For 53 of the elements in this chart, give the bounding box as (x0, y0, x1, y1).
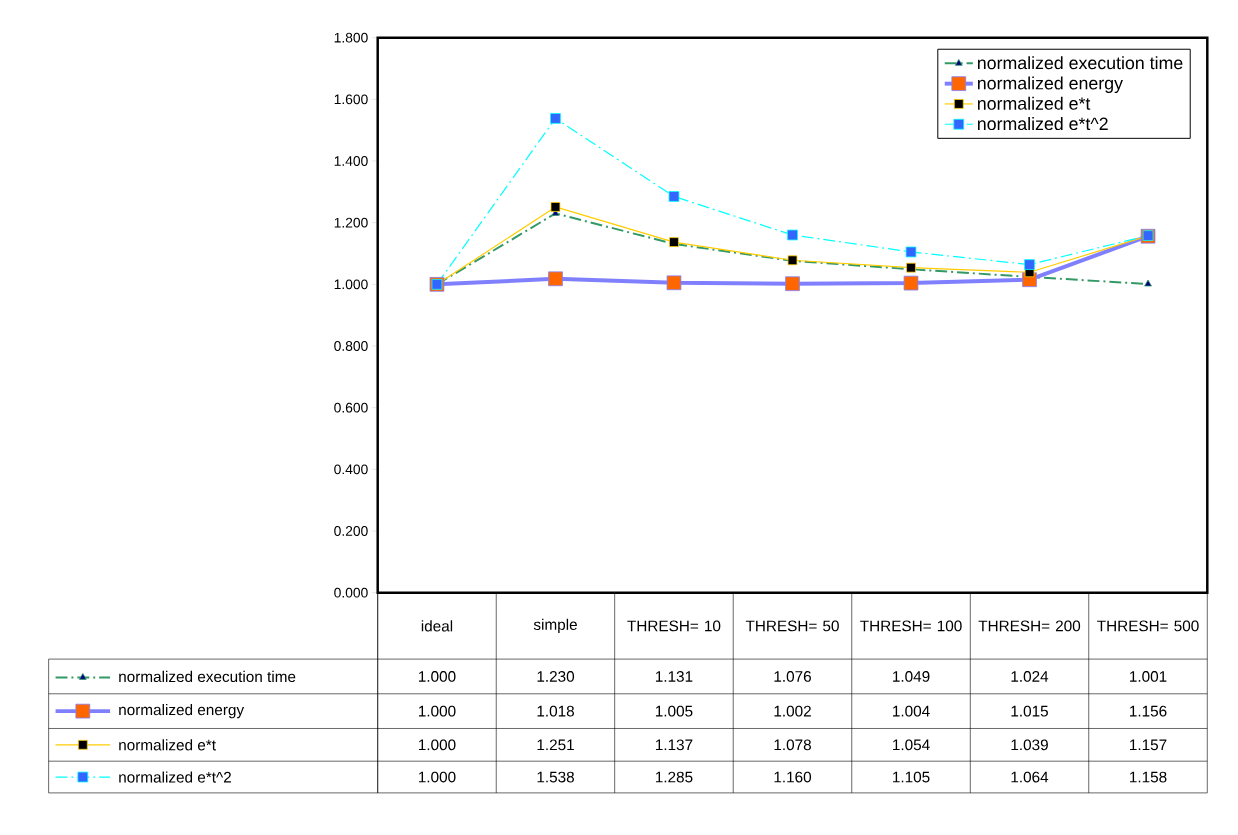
text: normalized e*t^2 (119, 771, 231, 783)
data-label: 1.078 (774, 739, 811, 751)
x-tick-label: THRESH= 50 (745, 620, 839, 632)
data-label: 1.000 (418, 705, 456, 717)
data-label: 1.156 (1130, 705, 1167, 717)
data-label: 1.004 (893, 705, 930, 717)
data-label: 1.064 (1011, 771, 1049, 783)
x-tick-label: THRESH= 10 (627, 620, 721, 632)
data-label: 1.230 (537, 671, 575, 683)
text: normalized execution time (119, 671, 296, 683)
x-tick-label: simple (533, 619, 577, 634)
legend-label: normalized e*t (977, 96, 1091, 111)
data-label: 1.000 (418, 671, 456, 683)
y-tick-label: 1.400 (334, 156, 368, 167)
legend-label: normalized e*t^2 (977, 117, 1108, 131)
legend-label: normalized execution time (977, 56, 1183, 70)
x-tick-label: THRESH= 500 (1097, 620, 1199, 632)
data-label: 1.054 (893, 739, 930, 751)
y-tick-label: 0.400 (334, 464, 368, 475)
data-label: 1.002 (774, 705, 811, 717)
text: normalized e*t (119, 739, 216, 751)
data-label: 1.024 (1011, 671, 1049, 683)
y-tick-label: 0.200 (334, 526, 368, 537)
data-label: 1.285 (655, 771, 693, 783)
y-tick-label: 0.000 (334, 588, 368, 598)
data-label: 1.131 (655, 671, 693, 683)
data-label: 1.005 (655, 705, 693, 717)
data-label: 1.076 (774, 671, 811, 683)
data-label: 1.039 (1011, 739, 1048, 751)
data-label: 1.157 (1130, 739, 1167, 751)
data-label: 1.137 (655, 739, 693, 751)
data-label: 1.018 (537, 705, 574, 717)
x-tick-label: THRESH= 100 (860, 620, 962, 632)
data-label: 1.105 (893, 771, 930, 783)
x-tick-label: THRESH= 200 (978, 620, 1081, 632)
y-tick-label: 1.800 (334, 32, 368, 43)
data-label: 1.160 (774, 771, 812, 783)
y-tick-label: 1.600 (334, 94, 368, 105)
y-tick-label: 1.000 (334, 279, 368, 290)
x-tick-label: ideal (421, 620, 453, 632)
data-label: 1.000 (418, 771, 456, 783)
data-label: 1.015 (1011, 705, 1048, 717)
y-tick-label: 1.200 (334, 217, 368, 228)
data-label: 1.049 (893, 671, 930, 683)
data-label: 1.001 (1130, 671, 1167, 683)
legend-label: normalized energy (977, 76, 1123, 94)
data-label: 1.000 (418, 739, 456, 751)
y-tick-label: 0.600 (334, 403, 368, 413)
text: normalized energy (119, 704, 245, 719)
data-label: 1.538 (537, 771, 574, 783)
y-tick-label: 0.800 (334, 341, 368, 352)
data-label: 1.251 (537, 739, 574, 751)
data-label: 1.158 (1130, 771, 1167, 783)
